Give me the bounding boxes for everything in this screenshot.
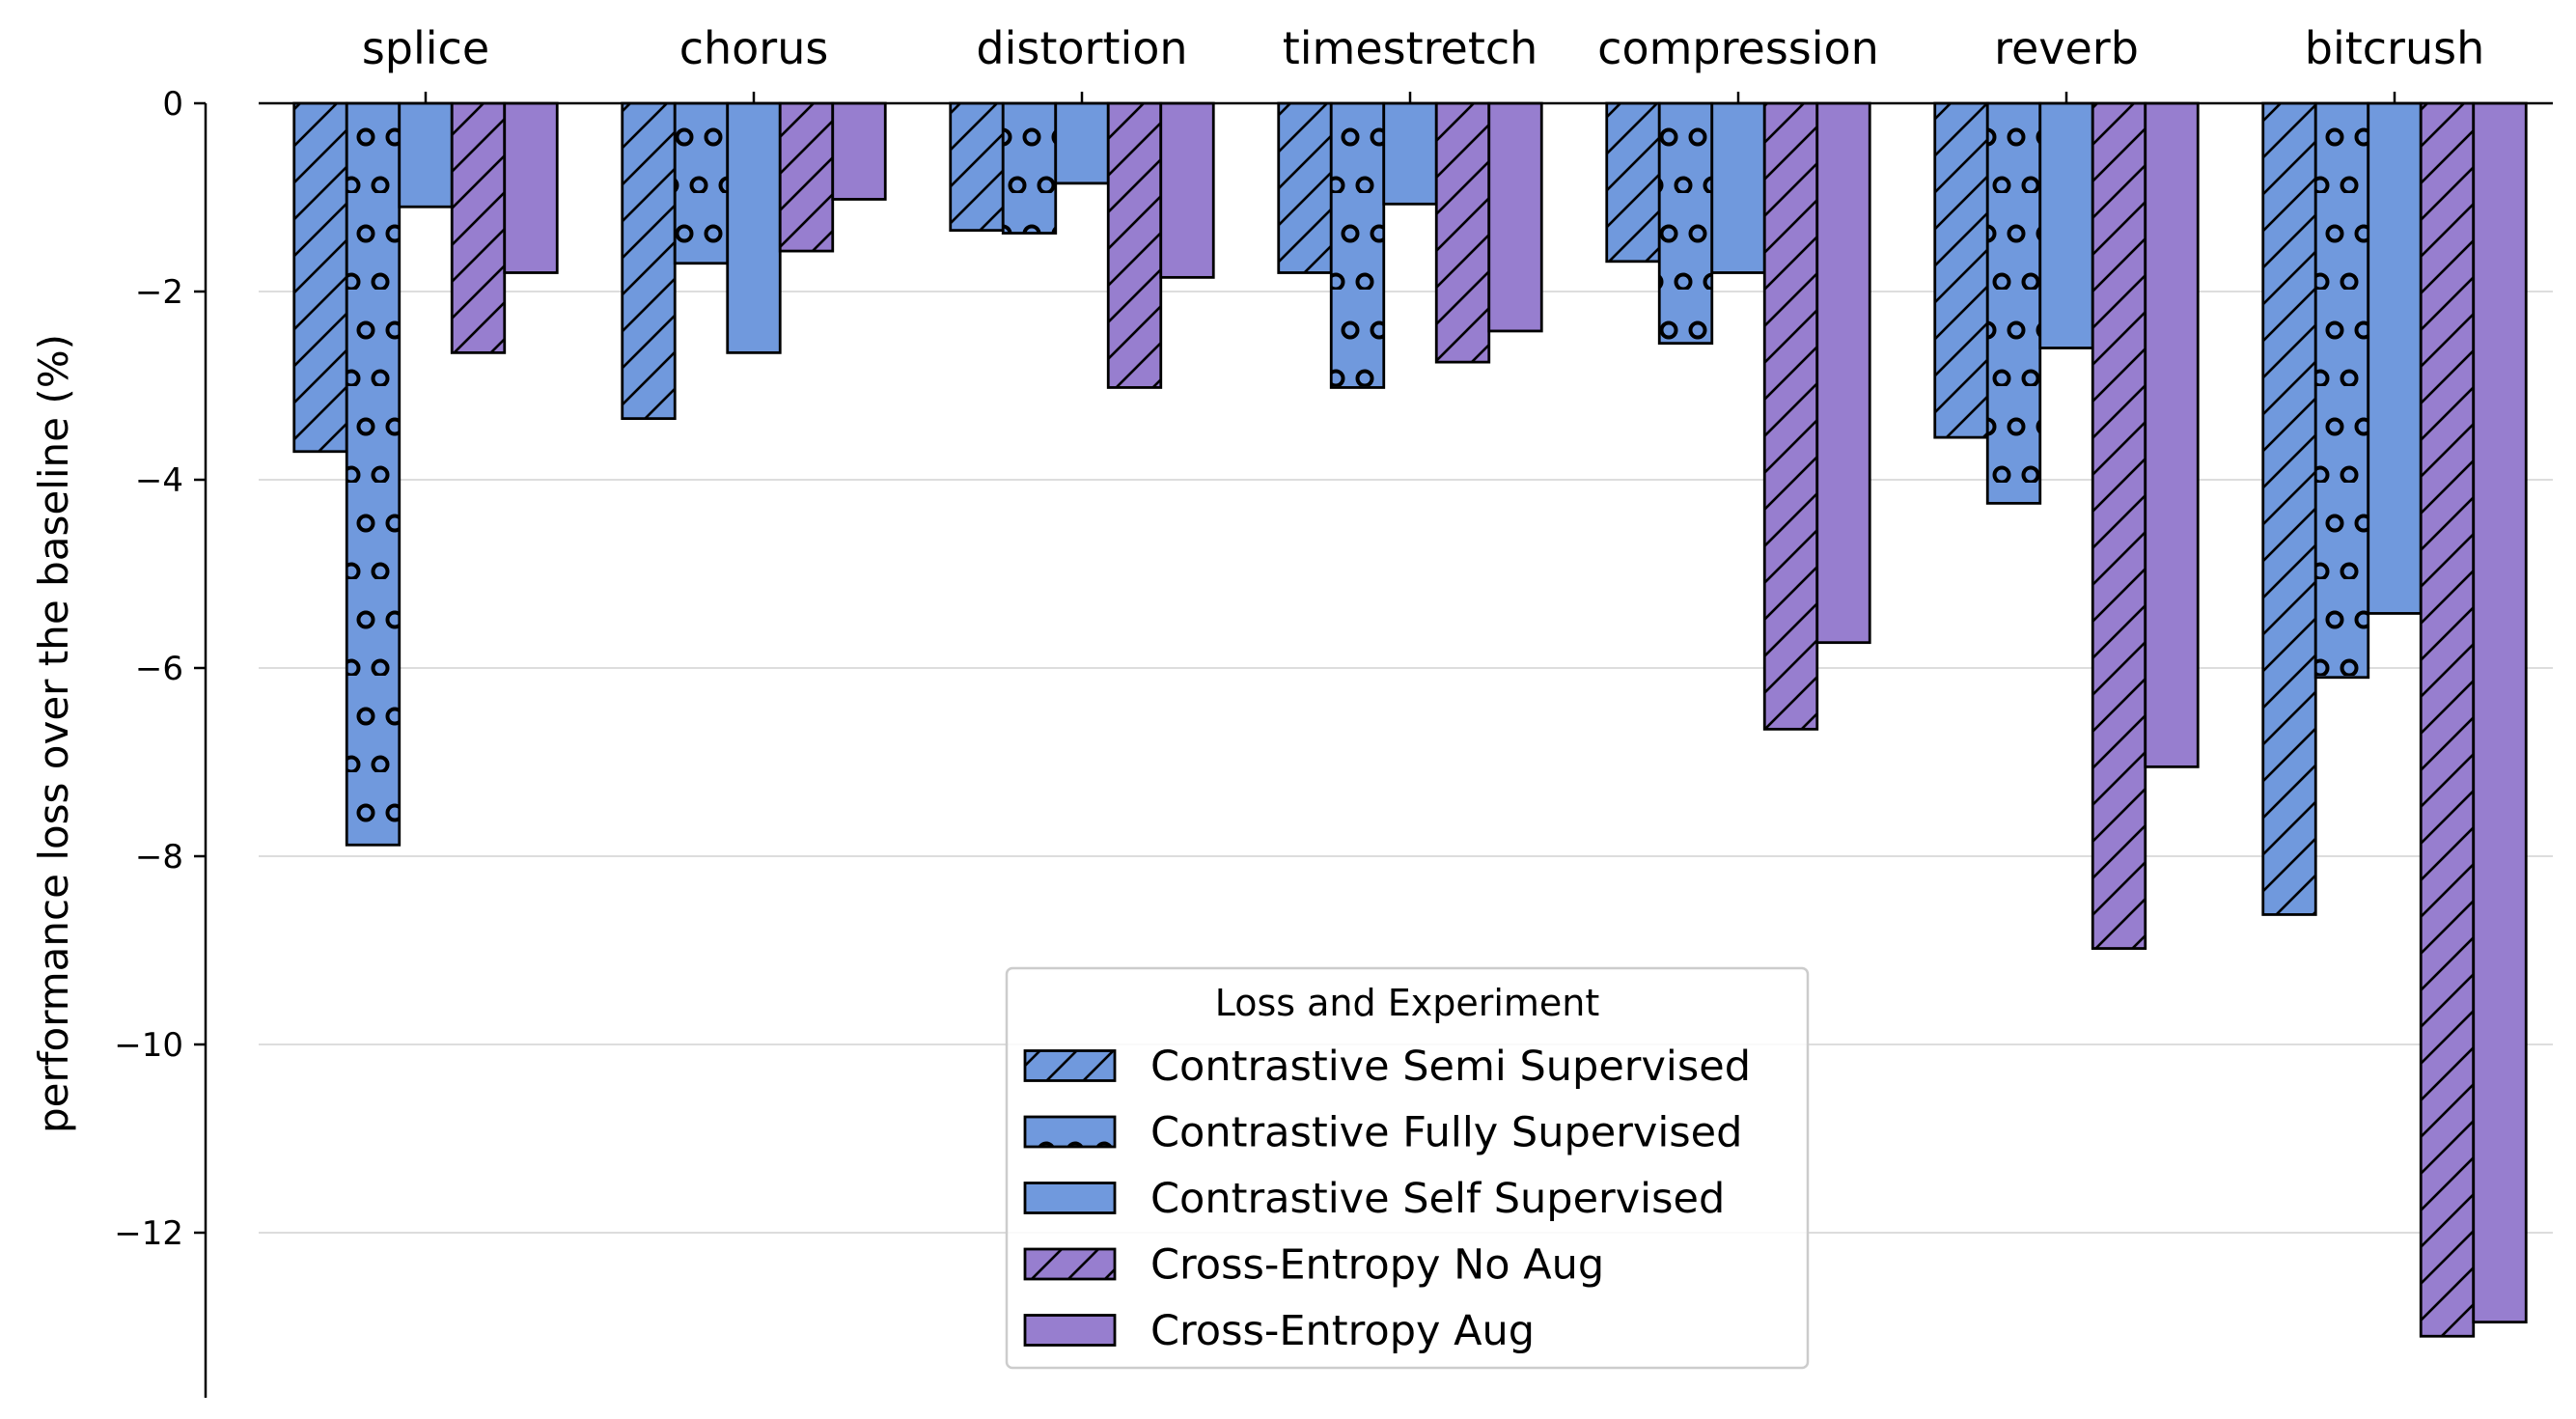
y-tick-label: −6 bbox=[135, 650, 183, 688]
legend-label: Contrastive Self Supervised bbox=[1150, 1175, 1725, 1223]
bar-hatch bbox=[1003, 103, 1056, 234]
y-tick-label: −10 bbox=[114, 1026, 183, 1065]
bar-hatch bbox=[452, 103, 505, 353]
legend-swatch-hatch bbox=[1025, 1249, 1115, 1279]
bar-hatch bbox=[950, 103, 1004, 231]
legend: Loss and Experiment Contrastive Semi Sup… bbox=[1005, 966, 1810, 1370]
legend-label: Cross-Entropy No Aug bbox=[1150, 1241, 1604, 1290]
bar-hatch bbox=[622, 103, 676, 419]
y-tick-label: −2 bbox=[135, 273, 183, 312]
legend-entries: Contrastive Semi Supervised Contrastive F… bbox=[1023, 1043, 1751, 1355]
bar-hatch bbox=[1987, 103, 2040, 504]
bar-hatch bbox=[1934, 103, 1988, 438]
legend-swatch-outline bbox=[1023, 1182, 1117, 1214]
bar bbox=[1160, 103, 1214, 278]
legend-frame bbox=[1005, 966, 1810, 1370]
legend-swatch-hatch bbox=[1025, 1050, 1115, 1081]
legend-title: Loss and Experiment bbox=[1215, 982, 1600, 1024]
bar-hatch bbox=[1436, 103, 1489, 363]
bar bbox=[1055, 103, 1109, 183]
legend-label: Contrastive Semi Supervised bbox=[1150, 1043, 1751, 1091]
legend-swatch-outline bbox=[1023, 1314, 1117, 1347]
legend-swatch-outline bbox=[1023, 1049, 1117, 1082]
bar bbox=[2473, 103, 2527, 1322]
category-label: compression bbox=[1597, 22, 1879, 74]
category-label: splice bbox=[362, 22, 489, 74]
legend-swatch-outline bbox=[1023, 1115, 1117, 1149]
bar bbox=[2039, 103, 2093, 348]
y-axis-title: performance loss over the baseline (%) bbox=[30, 334, 77, 1133]
y-axis-ticks: 0 −2 −4 −6 −8 −10 −12 bbox=[114, 85, 206, 1253]
legend-swatch bbox=[1025, 1315, 1115, 1346]
bar-hatch bbox=[1606, 103, 1660, 262]
bar bbox=[504, 103, 558, 273]
legend-swatch bbox=[1025, 1182, 1115, 1213]
category-ticks: splice chorus distortion timestretch compres… bbox=[362, 22, 2484, 103]
bar-hatch bbox=[675, 103, 728, 264]
legend-swatch-hatch bbox=[1025, 1117, 1115, 1147]
bar bbox=[2145, 103, 2199, 767]
y-tick-label: −8 bbox=[135, 838, 183, 876]
bar-hatch bbox=[2421, 103, 2474, 1337]
bar-hatch bbox=[1764, 103, 1817, 730]
category-label: timestretch bbox=[1283, 22, 1538, 74]
bars bbox=[292, 101, 2528, 1338]
bar bbox=[1816, 103, 1870, 643]
category-label: chorus bbox=[679, 22, 829, 74]
bar-hatch bbox=[1278, 103, 1332, 273]
y-tick-label: −12 bbox=[114, 1214, 183, 1253]
bar-hatch bbox=[293, 103, 347, 452]
bar bbox=[399, 103, 453, 208]
bar-hatch bbox=[2315, 103, 2368, 678]
legend-label: Cross-Entropy Aug bbox=[1150, 1307, 1535, 1355]
bar bbox=[832, 103, 886, 200]
bar bbox=[2368, 103, 2422, 614]
category-label: distortion bbox=[976, 22, 1187, 74]
legend-label: Contrastive Fully Supervised bbox=[1150, 1109, 1742, 1157]
y-tick-label: −4 bbox=[135, 461, 183, 500]
bar-hatch bbox=[2262, 103, 2316, 915]
category-label: bitcrush bbox=[2305, 22, 2485, 74]
bar bbox=[1488, 103, 1542, 331]
bar bbox=[727, 103, 781, 353]
bar-hatch bbox=[1659, 103, 1712, 344]
bar-hatch bbox=[2092, 103, 2146, 949]
bar-hatch bbox=[1108, 103, 1161, 388]
category-label: reverb bbox=[1994, 22, 2139, 74]
bar bbox=[1383, 103, 1437, 205]
y-tick-label: 0 bbox=[162, 85, 183, 124]
bar-hatch bbox=[780, 103, 833, 252]
bar bbox=[1711, 103, 1765, 273]
bar-hatch bbox=[346, 103, 400, 846]
legend-swatch-outline bbox=[1023, 1247, 1117, 1281]
bar-hatch bbox=[1331, 103, 1384, 388]
